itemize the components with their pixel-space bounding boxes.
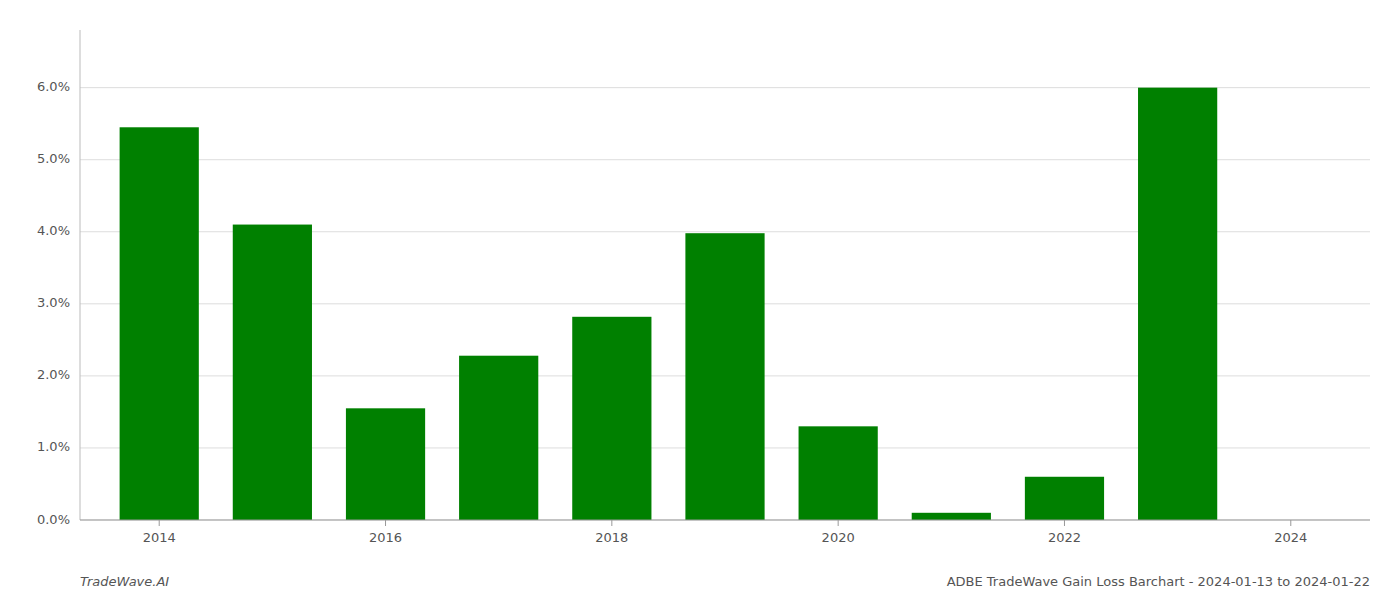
x-tick [838, 520, 839, 526]
x-tick-label: 2020 [822, 530, 855, 545]
x-tick [159, 520, 160, 526]
grid-line [80, 520, 1370, 521]
footer-right: ADBE TradeWave Gain Loss Barchart - 2024… [947, 574, 1370, 589]
x-tick [385, 520, 386, 526]
footer-left: TradeWave.AI [80, 574, 169, 589]
y-tick-label: 3.0% [37, 295, 70, 310]
x-tick [1064, 520, 1065, 526]
y-tick-label: 6.0% [37, 79, 70, 94]
chart-svg: 0.0% 1.0% 2.0% 3.0% 4.0% 5.0% 6.0% 2014 2016 2018… [0, 0, 1400, 600]
x-axis-line [80, 520, 1370, 521]
bars [120, 88, 1218, 520]
bar [120, 127, 199, 520]
bar [912, 513, 991, 520]
bar [459, 356, 538, 520]
grid [80, 88, 1370, 520]
y-axis-line [80, 30, 81, 520]
x-tick [611, 520, 612, 526]
bar [685, 233, 764, 520]
bar [1025, 477, 1104, 520]
chart-container: 0.0% 1.0% 2.0% 3.0% 4.0% 5.0% 6.0% 2014 2016 2018… [0, 0, 1400, 600]
x-tick-label: 2018 [595, 530, 628, 545]
x-tick-label: 2016 [369, 530, 402, 545]
bar [1138, 88, 1217, 520]
y-tick-label: 0.0% [37, 512, 70, 527]
y-tick-label: 1.0% [37, 439, 70, 454]
bar [346, 408, 425, 520]
y-tick-label: 4.0% [37, 223, 70, 238]
bar [572, 317, 651, 520]
bar [799, 426, 878, 520]
x-tick [1290, 520, 1291, 526]
x-tick-label: 2014 [143, 530, 176, 545]
y-tick-label: 2.0% [37, 367, 70, 382]
x-tick-label: 2022 [1048, 530, 1081, 545]
bar [233, 225, 312, 520]
x-tick-label: 2024 [1274, 530, 1307, 545]
y-tick-label: 5.0% [37, 151, 70, 166]
